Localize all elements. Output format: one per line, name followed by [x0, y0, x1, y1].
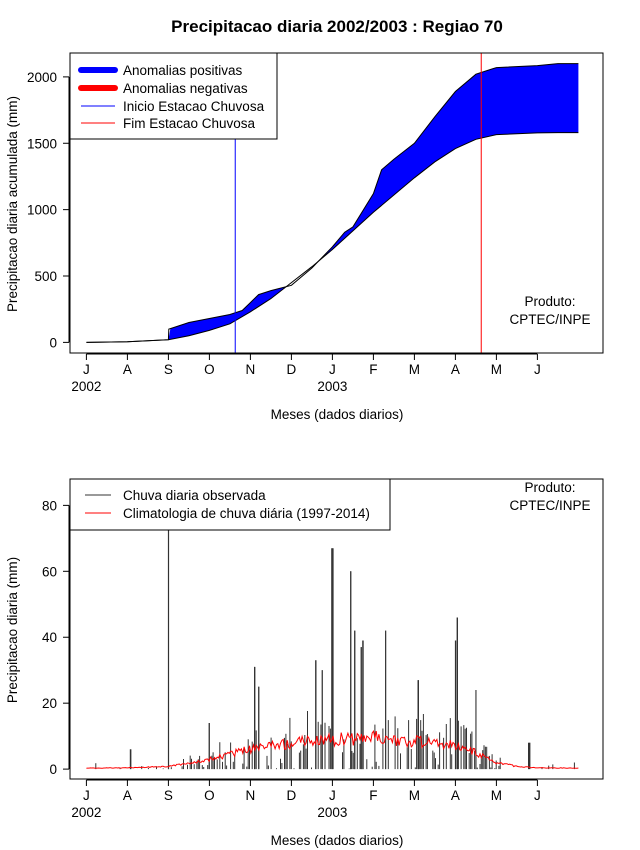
x-tick-label: D [287, 788, 297, 803]
x-tick-label: O [204, 362, 215, 377]
year-label: 2002 [71, 805, 101, 820]
legend-label-positive: Anomalias positivas [123, 63, 243, 78]
x-tick-label: J [329, 362, 336, 377]
annotation: Produto: CPTEC/INPE [509, 480, 590, 513]
y-tick-label: 0 [49, 335, 57, 350]
climatology-daily-line [86, 730, 579, 769]
y-tick-label: 80 [42, 498, 57, 513]
y-tick-label: 1000 [27, 203, 57, 218]
y-tick-label: 0 [49, 762, 57, 777]
x-axis-title: Meses (dados diarios) [271, 407, 404, 422]
positive-anomaly-area [86, 63, 579, 343]
y-tick-label: 20 [42, 696, 57, 711]
x-tick-label: S [164, 362, 173, 377]
annotation: Produto: CPTEC/INPE [509, 294, 590, 327]
y-tick-label: 60 [42, 564, 57, 579]
legend-label-start: Inicio Estacao Chuvosa [123, 99, 265, 114]
legend-label-climatology: Climatologia de chuva diária (1997-2014) [123, 506, 370, 521]
annotation-line-2: CPTEC/INPE [509, 312, 590, 327]
x-tick-label: M [409, 788, 420, 803]
x-tick-label: O [204, 788, 215, 803]
x-tick-label: A [123, 362, 132, 377]
legend: Chuva diaria observada Climatologia de c… [69, 478, 391, 531]
x-tick-label: N [246, 788, 256, 803]
observed-cumulative-line [86, 63, 579, 343]
legend-label-negative: Anomalias negativas [123, 81, 248, 96]
y-tick-label: 500 [34, 269, 57, 284]
x-tick-label: M [491, 788, 502, 803]
cumulative-chart: Precipitacao diaria 2002/2003 : Regiao 7… [5, 17, 604, 422]
x-tick-label: J [83, 362, 90, 377]
daily-plot-area: J A S O N D J F M A M J 2002 2003 0 20 40 60 80 [42, 479, 579, 820]
x-tick-label: S [164, 788, 173, 803]
x-tick-label: A [123, 788, 132, 803]
annotation-line-1: Produto: [524, 480, 575, 495]
x-tick-label: J [83, 788, 90, 803]
year-label: 2002 [71, 379, 101, 394]
year-label: 2003 [317, 379, 347, 394]
cumulative-plot-area: J A S O N D J F M A M J 2002 2003 0 500 1000 1500 2000 [27, 53, 579, 394]
x-tick-label: M [409, 362, 420, 377]
year-label: 2003 [317, 805, 347, 820]
x-tick-label: N [246, 362, 256, 377]
annotation-line-1: Produto: [524, 294, 575, 309]
legend-box [69, 478, 391, 531]
chart-title: Precipitacao diaria 2002/2003 : Regiao 7… [171, 17, 503, 36]
x-tick-label: M [491, 362, 502, 377]
x-tick-label: D [287, 362, 297, 377]
x-tick-label: F [369, 788, 377, 803]
y-axis-title: Precipitacao diaria (mm) [5, 557, 20, 703]
legend-label-end: Fim Estacao Chuvosa [123, 116, 256, 131]
y-tick-label: 1500 [27, 136, 57, 151]
x-tick-label: A [451, 362, 460, 377]
annotation-line-2: CPTEC/INPE [509, 498, 590, 513]
x-tick-label: J [534, 788, 541, 803]
legend: Anomalias positivas Anomalias negativas … [69, 52, 278, 140]
y-axis-title: Precipitacao diaria acumulada (mm) [5, 96, 20, 312]
x-axis-title: Meses (dados diarios) [271, 833, 404, 848]
climatology-cumulative-line [86, 132, 579, 343]
plot-frame [69, 52, 604, 354]
x-tick-label: F [369, 362, 377, 377]
y-tick-label: 40 [42, 630, 57, 645]
daily-chart: J A S O N D J F M A M J 2002 2003 0 20 40 60 80 Produto: C… [5, 478, 604, 848]
x-tick-label: J [329, 788, 336, 803]
observed-daily-bars [95, 479, 575, 770]
x-tick-label: J [534, 362, 541, 377]
x-tick-label: A [451, 788, 460, 803]
y-tick-label: 2000 [27, 70, 57, 85]
legend-label-observed: Chuva diaria observada [123, 488, 266, 503]
